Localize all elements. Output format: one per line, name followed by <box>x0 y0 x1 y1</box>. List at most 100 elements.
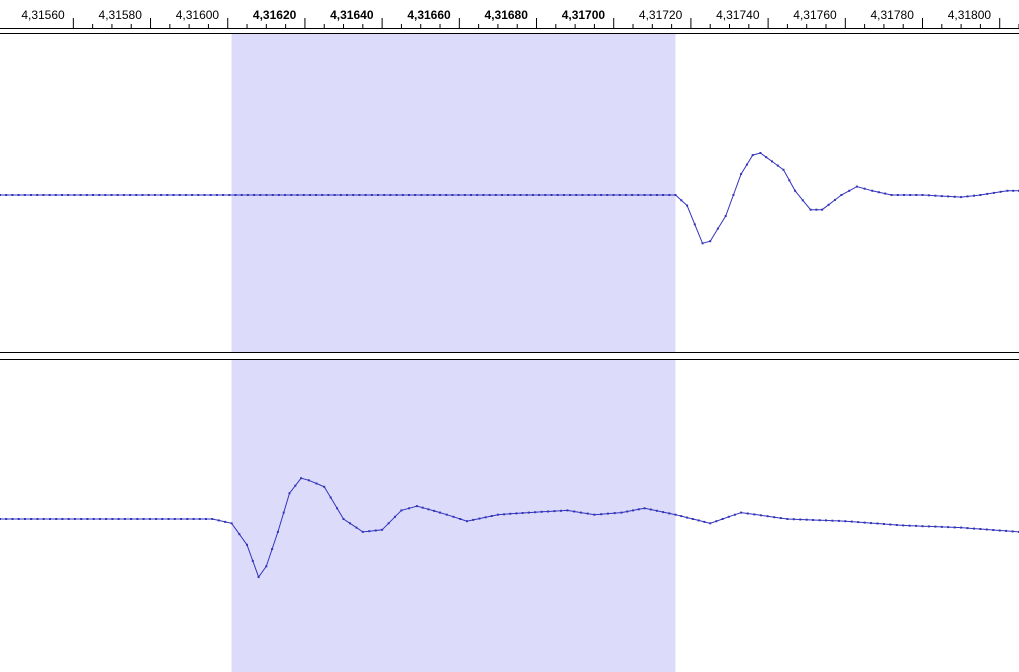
waveform-channel-1[interactable] <box>0 34 1019 352</box>
sample-dot <box>586 512 589 515</box>
sample-dot <box>600 194 603 196</box>
sample-dot <box>765 156 768 159</box>
sample-dot <box>779 517 782 520</box>
sample-dot <box>709 240 712 243</box>
sample-dot <box>346 194 348 196</box>
sample-dot <box>98 518 101 520</box>
sample-dot <box>257 576 260 579</box>
ruler-label: 4,31580 <box>98 8 142 22</box>
sample-dot <box>655 509 658 512</box>
sample-dot <box>966 527 969 530</box>
sample-dot <box>686 516 689 519</box>
sample-dot <box>643 507 646 510</box>
sample-dot <box>251 559 254 562</box>
sample-dot <box>178 194 181 196</box>
sample-dot <box>896 194 899 196</box>
sample-dot <box>740 173 743 175</box>
sample-dot <box>420 194 423 196</box>
sample-dot <box>593 513 596 516</box>
sample-dot <box>903 194 905 196</box>
sample-dot <box>840 194 843 196</box>
sample-dot <box>49 518 51 520</box>
sample-dot <box>547 510 550 513</box>
sample-dot <box>377 194 379 196</box>
sample-dot <box>662 194 665 196</box>
sample-dot <box>680 515 683 518</box>
sample-dot <box>42 194 45 196</box>
sample-dot <box>921 194 924 196</box>
sample-dot <box>966 195 969 198</box>
sample-dot <box>482 194 485 196</box>
sample-dot <box>387 522 390 525</box>
ruler-label: 4,31800 <box>947 8 992 22</box>
sample-dot <box>296 194 299 196</box>
sample-dot <box>674 194 677 196</box>
audio-track-2[interactable] <box>0 360 1019 672</box>
sample-dot <box>786 518 789 520</box>
sample-dot <box>575 194 578 196</box>
sample-dot <box>327 194 330 196</box>
sample-dot <box>979 194 982 196</box>
sample-dot <box>940 195 943 198</box>
sample-dot <box>620 511 623 514</box>
ruler-label: 4,31620 <box>252 8 297 22</box>
sample-dot <box>818 519 821 522</box>
sample-dot <box>265 194 268 196</box>
track-divider-mid-2 <box>0 359 1019 360</box>
sample-dot <box>105 518 108 520</box>
sample-dot <box>160 194 163 196</box>
sample-dot <box>579 511 582 514</box>
sample-dot <box>751 154 754 157</box>
sample-dot <box>776 164 779 167</box>
waveform-channel-2[interactable] <box>0 360 1019 672</box>
sample-dot <box>307 479 310 482</box>
timeline-ruler[interactable]: 4,31560 4,31580 4,31600 4,31620 4,31640 4,316… <box>0 0 1019 30</box>
sample-dot <box>321 194 324 196</box>
sample-dot <box>92 518 95 520</box>
sample-dot <box>792 518 795 521</box>
sample-dot <box>1011 530 1014 533</box>
sample-dot <box>315 194 317 196</box>
sample-dot <box>130 518 133 520</box>
sample-dot <box>395 194 398 196</box>
sample-dot <box>1005 529 1008 532</box>
sample-dot <box>960 196 963 199</box>
track-divider-mid <box>0 352 1019 353</box>
sample-dot <box>490 515 493 517</box>
sample-dot <box>122 194 125 196</box>
sample-dot <box>36 194 39 196</box>
sample-dot <box>515 512 518 515</box>
sample-dot <box>136 518 139 520</box>
sample-dot <box>215 194 218 196</box>
sample-dot <box>759 514 762 517</box>
sample-dot <box>569 194 572 196</box>
sample-dot <box>799 518 802 521</box>
sample-dot <box>513 194 516 196</box>
audio-track-1[interactable] <box>0 34 1019 352</box>
sample-dot <box>439 194 441 196</box>
sample-dot <box>104 194 107 196</box>
sample-dot <box>649 508 652 511</box>
track-divider-top-2 <box>0 33 1019 34</box>
sample-dot <box>445 513 448 516</box>
sample-dot <box>457 194 460 196</box>
sample-dot <box>674 513 677 516</box>
sample-dot <box>882 523 885 525</box>
sample-dot <box>998 529 1001 532</box>
sample-dot <box>116 194 119 196</box>
sample-dot <box>265 565 268 568</box>
sample-dot <box>135 194 138 196</box>
sample-dot <box>519 194 522 196</box>
sample-dot <box>466 520 468 523</box>
sample-dot <box>55 518 58 520</box>
sample-dot <box>228 194 231 196</box>
sample-dot <box>197 194 200 196</box>
sample-dot <box>890 194 893 196</box>
sample-dot <box>733 513 736 516</box>
sample-dot <box>716 227 719 230</box>
sample-dot <box>494 194 497 196</box>
sample-dot <box>876 522 879 525</box>
sample-dot <box>740 511 743 514</box>
sample-dot <box>727 515 730 518</box>
sample-dot <box>5 518 8 520</box>
